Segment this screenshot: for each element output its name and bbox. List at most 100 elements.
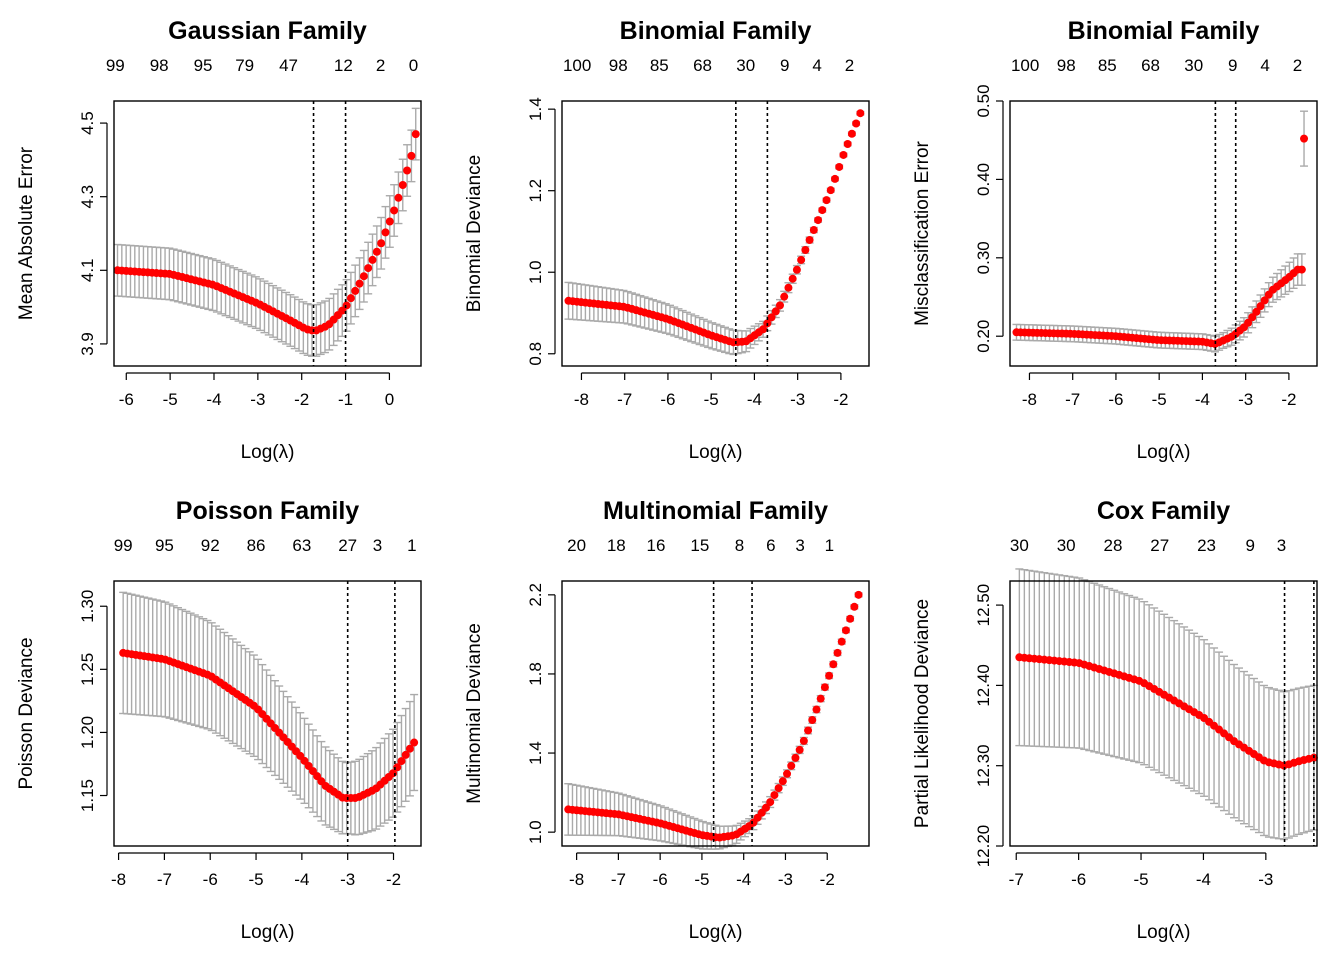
data-point (762, 803, 771, 812)
panel-title: Binomial Family (1068, 17, 1260, 45)
x-tick-label: -3 (340, 870, 355, 889)
x-tick-label: -4 (294, 870, 309, 889)
data-point (770, 791, 779, 800)
top-tick-label: 15 (690, 536, 709, 555)
top-tick-label: 95 (194, 56, 213, 75)
data-point (778, 777, 787, 786)
data-point (804, 726, 813, 735)
y-tick-label: 1.2 (526, 179, 545, 203)
top-tick-label: 47 (279, 56, 298, 75)
panel-3: Binomial Family 100 98 85 68 30 9 4 2 -8 -7 -6 -5 -4 -… (912, 17, 1318, 463)
top-tick-label: 23 (1197, 536, 1216, 555)
data-point (833, 648, 842, 657)
top-tick-label: 98 (1057, 56, 1076, 75)
data-point (814, 216, 823, 225)
y-tick-label: 1.30 (78, 590, 97, 623)
data-point (364, 264, 373, 273)
top-tick-label: 18 (607, 536, 626, 555)
x-axis-label: Log(λ) (1137, 922, 1191, 943)
top-tick-label: 98 (609, 56, 628, 75)
y-axis-label: Binomial Deviance (464, 155, 485, 312)
y-axis-label: Poisson Deviance (16, 637, 37, 789)
x-tick-label: -6 (1071, 870, 1086, 889)
x-tick-label: -5 (163, 390, 178, 409)
data-point (787, 761, 796, 770)
data-point (792, 265, 801, 274)
x-tick-label: -7 (611, 870, 626, 889)
x-tick-label: -3 (250, 390, 265, 409)
data-point (852, 119, 861, 128)
panel-title: Gaussian Family (168, 17, 367, 45)
data-point (377, 239, 386, 248)
y-tick-label: 0.40 (974, 163, 993, 196)
plot-frame (561, 100, 870, 367)
data-point (381, 228, 390, 237)
x-tick-label: -1 (338, 390, 353, 409)
panel-title: Multinomial Family (603, 497, 828, 525)
y-tick-label: 12.50 (974, 584, 993, 627)
y-tick-label: 1.25 (78, 653, 97, 686)
data-point (818, 206, 827, 215)
data-point (797, 255, 806, 264)
top-tick-label: 28 (1103, 536, 1122, 555)
top-tick-label: 4 (812, 56, 821, 75)
x-tick-label: -7 (1065, 390, 1080, 409)
data-point (809, 226, 818, 235)
data-point (850, 602, 859, 611)
y-tick-label: 0.30 (974, 241, 993, 274)
x-tick-label: -3 (790, 390, 805, 409)
data-point (1260, 296, 1269, 305)
data-point (791, 753, 800, 762)
y-tick-label: 12.30 (974, 744, 993, 787)
x-tick-label: -3 (1238, 390, 1253, 409)
data-point (372, 247, 381, 256)
top-tick-label: 3 (373, 536, 382, 555)
top-tick-label: 100 (563, 56, 591, 75)
x-tick-label: -5 (1133, 870, 1148, 889)
top-tick-label: 6 (766, 536, 775, 555)
top-tick-label: 2 (376, 56, 385, 75)
x-tick-label: -2 (833, 390, 848, 409)
data-point (771, 307, 780, 316)
x-tick-label: -4 (1195, 390, 1210, 409)
x-tick-label: -8 (1022, 390, 1037, 409)
y-tick-label: 1.8 (526, 662, 545, 686)
top-tick-label: 92 (201, 536, 220, 555)
y-tick-label: 4.5 (78, 111, 97, 135)
top-tick-label: 30 (736, 56, 755, 75)
data-point (355, 279, 364, 288)
y-axis-label: Misclassification Error (912, 140, 933, 325)
panel-title: Poisson Family (176, 497, 359, 525)
x-tick-label: -6 (1108, 390, 1123, 409)
plot-frame (113, 100, 422, 367)
y-tick-label: 1.4 (526, 97, 545, 121)
top-tick-label: 30 (1010, 536, 1029, 555)
x-tick-label: -7 (1009, 870, 1024, 889)
top-tick-label: 100 (1011, 56, 1039, 75)
x-tick-label: -4 (736, 870, 751, 889)
data-point (808, 716, 817, 725)
x-tick-label: -4 (1196, 870, 1211, 889)
y-tick-label: 1.20 (78, 716, 97, 749)
top-tick-label: 16 (647, 536, 666, 555)
top-tick-label: 2 (1293, 56, 1302, 75)
top-tick-label: 27 (1150, 536, 1169, 555)
data-point (795, 745, 804, 754)
y-tick-label: 1.0 (526, 260, 545, 284)
data-point (854, 590, 863, 599)
data-point (368, 255, 377, 264)
plot-frame (561, 580, 870, 847)
top-tick-label: 98 (150, 56, 169, 75)
x-axis-label: Log(λ) (241, 922, 295, 943)
data-point (820, 683, 829, 692)
top-tick-label: 0 (409, 56, 418, 75)
x-tick-label: -6 (203, 870, 218, 889)
panel-title: Binomial Family (620, 17, 812, 45)
data-point (1297, 265, 1306, 274)
top-tick-label: 30 (1057, 536, 1076, 555)
data-point (1244, 318, 1253, 327)
data-point (784, 283, 793, 292)
data-point (812, 705, 821, 714)
